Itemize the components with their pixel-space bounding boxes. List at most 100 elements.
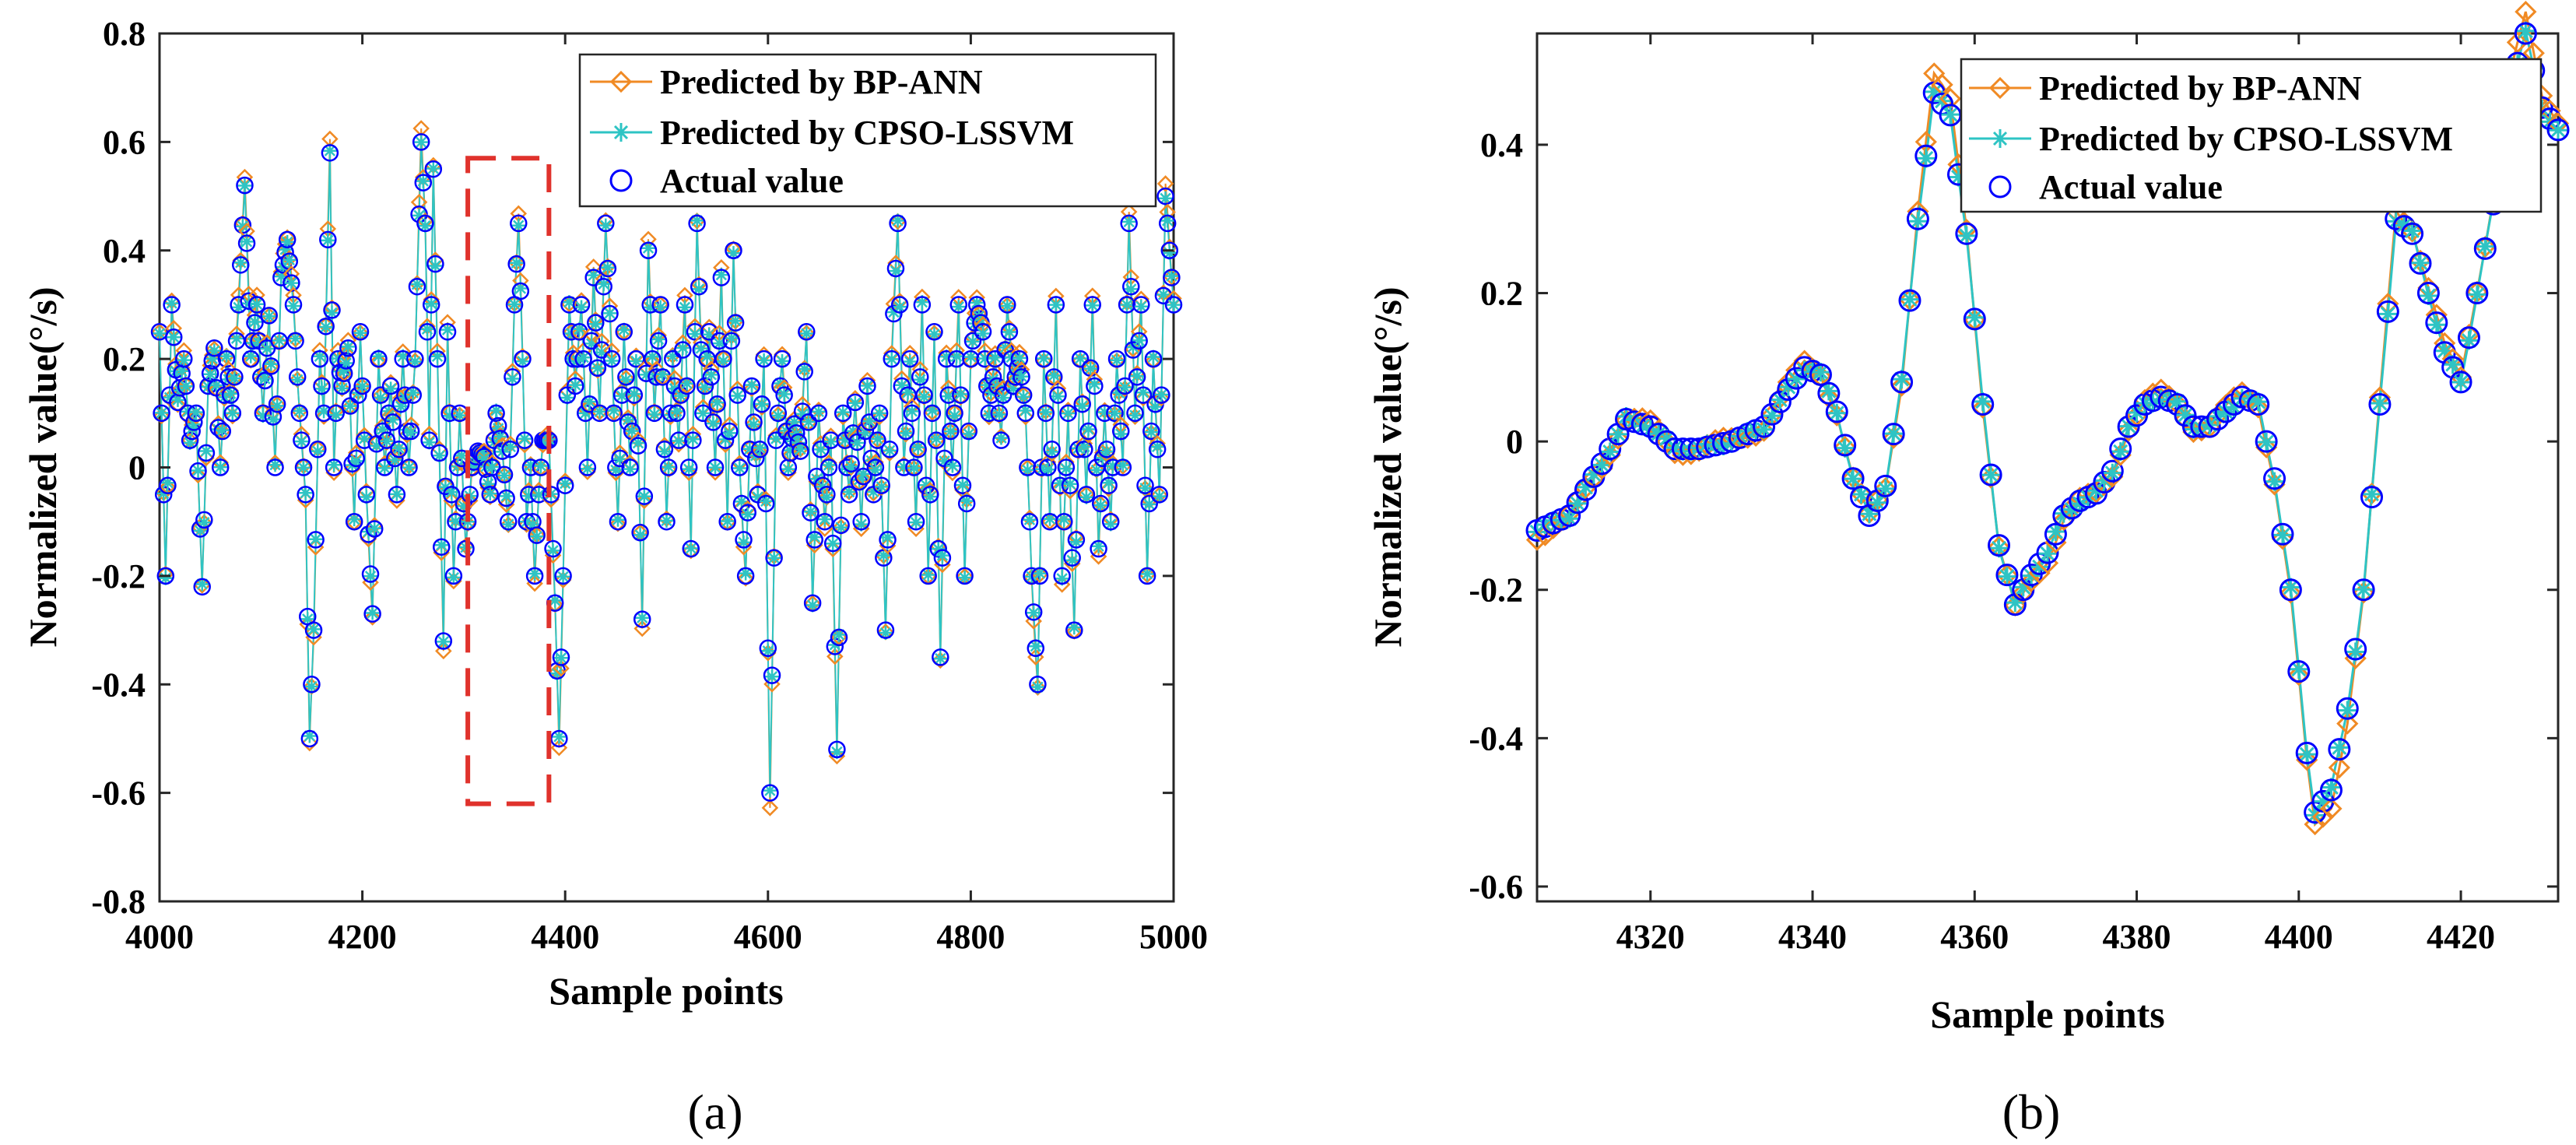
cpso-lssvm-point	[819, 490, 834, 504]
bp-ann-point	[188, 407, 205, 424]
cpso-lssvm-point	[1957, 226, 1976, 245]
actual-point	[923, 404, 942, 423]
cpso-lssvm-point	[848, 395, 862, 410]
cpso-lssvm-point	[327, 458, 342, 472]
cpso-lssvm-point	[876, 548, 891, 563]
actual-point	[1988, 534, 2011, 557]
actual-point	[2279, 578, 2302, 602]
cpso-lssvm-point	[935, 548, 949, 563]
cpso-lssvm-point	[667, 381, 682, 396]
bp-ann-point	[193, 577, 211, 594]
actual-point	[909, 441, 927, 458]
actual-point	[556, 476, 574, 494]
cpso-lssvm-point	[515, 354, 530, 369]
cpso-lssvm-point	[639, 367, 654, 382]
actual-point	[416, 214, 434, 233]
cpso-lssvm-point	[1150, 439, 1165, 454]
cpso-lssvm-point	[2346, 642, 2365, 662]
cpso-lssvm-point	[442, 409, 457, 423]
cpso-lssvm-point	[375, 422, 390, 437]
cpso-lssvm-point	[2419, 286, 2438, 305]
bp-ann-point	[2474, 235, 2497, 258]
cpso-lssvm-point	[1706, 435, 1725, 455]
cpso-lssvm-point	[580, 462, 595, 476]
actual-point	[694, 404, 712, 423]
chart-b-series	[1525, 0, 2570, 836]
cpso-lssvm-point	[1061, 406, 1076, 421]
cpso-lssvm-point	[653, 300, 668, 314]
cpso-lssvm-point	[740, 507, 755, 522]
cpso-lssvm-point	[570, 353, 584, 368]
actual-point	[2416, 282, 2440, 305]
cpso-lssvm-point	[606, 403, 621, 418]
cpso-lssvm-point	[1134, 299, 1149, 314]
bp-ann-point	[644, 353, 662, 370]
cpso-lssvm-point	[395, 349, 410, 364]
actual-point	[598, 259, 617, 278]
actual-point	[1100, 476, 1118, 494]
actual-point	[759, 639, 777, 658]
cpso-lssvm-point	[914, 295, 929, 310]
actual-point	[226, 368, 244, 386]
actual-point	[921, 486, 939, 504]
cpso-lssvm-point	[1124, 282, 1139, 297]
cpso-lssvm-point	[1851, 485, 1871, 504]
cpso-lssvm-point	[629, 353, 644, 368]
x-tick-label: 4380	[2103, 918, 2171, 956]
cpso-lssvm-point	[645, 349, 660, 364]
cpso-lssvm-point	[931, 542, 946, 557]
cpso-lssvm-point	[941, 389, 956, 404]
actual-point	[256, 371, 274, 390]
actual-point	[337, 352, 356, 370]
actual-point	[153, 404, 170, 423]
actual-point	[1809, 363, 1832, 386]
actual-point	[189, 462, 207, 480]
cpso-lssvm-point	[529, 529, 544, 544]
cpso-lssvm-point	[797, 362, 812, 377]
cpso-lssvm-point	[947, 408, 962, 423]
cpso-lssvm-point	[883, 443, 897, 458]
bp-ann-point	[824, 540, 841, 558]
cpso-lssvm-point	[576, 350, 591, 365]
cpso-lssvm-point	[1164, 269, 1179, 283]
cpso-lssvm-point	[1022, 512, 1037, 527]
y-tick-label: 0.4	[1480, 126, 1523, 164]
bp-ann-point	[805, 536, 823, 554]
cpso-lssvm-point	[1908, 212, 1928, 231]
cpso-lssvm-point	[1762, 406, 1781, 426]
actual-point	[2376, 300, 2399, 323]
actual-point	[739, 504, 756, 522]
cpso-lssvm-point	[328, 407, 343, 422]
actual-point	[858, 377, 876, 395]
cpso-lssvm-point	[308, 532, 323, 546]
actual-point	[704, 413, 722, 431]
actual-point	[1101, 512, 1120, 531]
cpso-lssvm-point	[321, 233, 335, 248]
actual-point	[1163, 269, 1181, 286]
cpso-lssvm-point	[970, 295, 984, 310]
actual-point	[1890, 371, 1914, 394]
actual-point	[900, 349, 919, 368]
cpso-lssvm-point	[405, 385, 420, 400]
actual-point	[408, 277, 426, 296]
cpso-lssvm-point	[1140, 567, 1155, 581]
cpso-lssvm-point	[760, 644, 775, 659]
cpso-lssvm-point	[1043, 511, 1058, 526]
cpso-lssvm-point	[424, 297, 439, 311]
cpso-lssvm-point	[389, 486, 404, 501]
cpso-lssvm-point	[2297, 745, 2317, 764]
cpso-lssvm-point	[349, 454, 363, 469]
actual-point	[932, 648, 949, 666]
actual-point	[925, 323, 943, 341]
bp-ann-point	[370, 352, 388, 370]
cpso-lssvm-point	[641, 241, 656, 255]
actual-point	[933, 549, 952, 567]
actual-point	[552, 648, 570, 666]
cpso-lssvm-point	[1900, 290, 1919, 309]
actual-point	[1955, 222, 1978, 245]
actual-point	[406, 349, 424, 368]
actual-point	[907, 512, 925, 531]
chart-b-ylabel: Normalized value(°/s)	[1366, 287, 1409, 648]
cpso-lssvm-point	[476, 451, 491, 466]
cpso-lssvm-point	[783, 443, 798, 458]
